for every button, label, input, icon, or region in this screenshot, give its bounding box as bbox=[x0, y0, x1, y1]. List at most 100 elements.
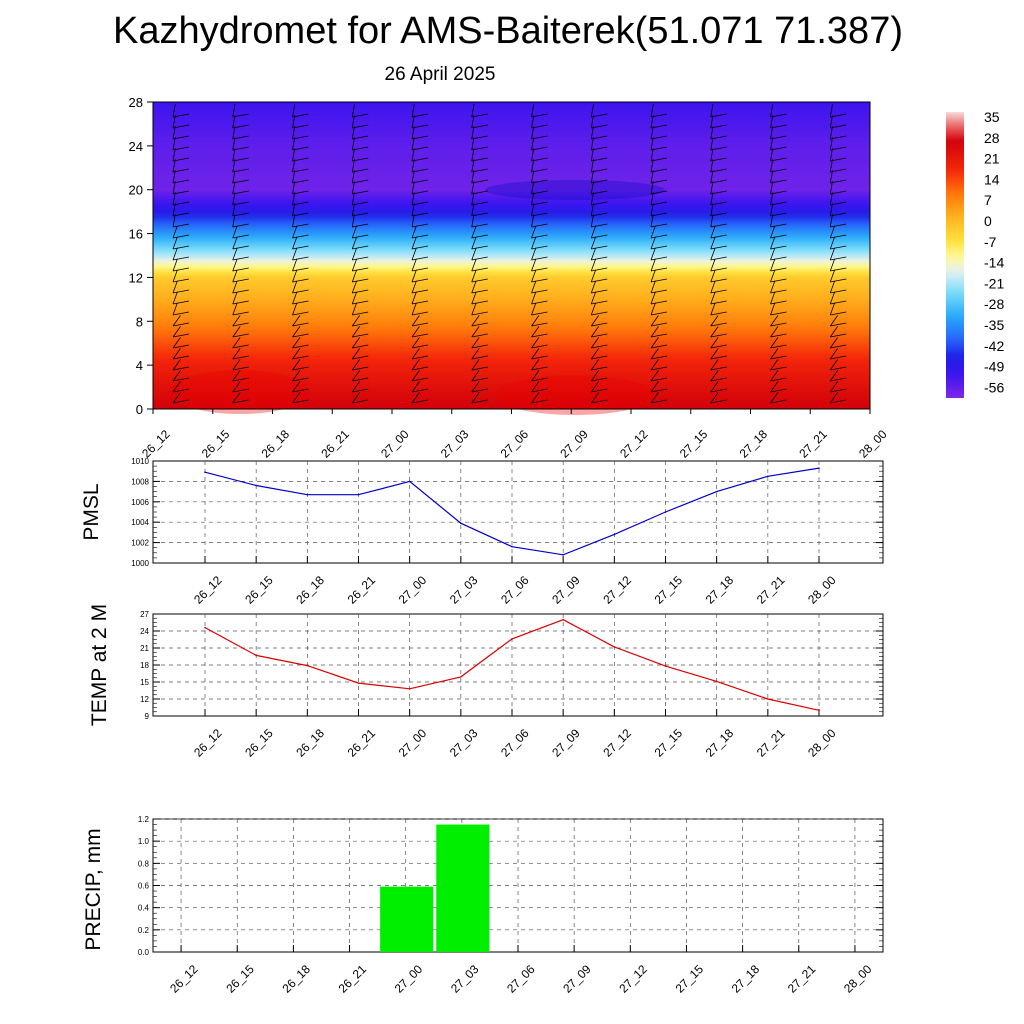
wind-barb bbox=[471, 359, 488, 371]
data-point bbox=[715, 680, 718, 683]
wind-barb bbox=[829, 381, 847, 393]
wind-barb bbox=[829, 170, 847, 184]
heatmap-xtick-label: 27_00 bbox=[378, 427, 412, 461]
wind-barb bbox=[172, 337, 190, 349]
wind-barb bbox=[471, 381, 488, 393]
heatmap-xtick-label: 27_09 bbox=[557, 427, 591, 461]
ytick-label: 1002 bbox=[131, 539, 149, 548]
wind-barb bbox=[351, 291, 369, 305]
xtick-label: 27_00 bbox=[396, 726, 430, 760]
data-point bbox=[306, 493, 309, 496]
wind-barb bbox=[411, 192, 429, 206]
data-point bbox=[767, 475, 769, 478]
data-point bbox=[357, 682, 360, 684]
xtick-label: 26_18 bbox=[293, 573, 327, 607]
wind-barb bbox=[829, 337, 847, 349]
wind-barb bbox=[172, 236, 190, 250]
data-point bbox=[818, 467, 820, 469]
wind-barb bbox=[351, 181, 369, 195]
wind-barb bbox=[829, 247, 847, 261]
heatmap-xtick-label: 27_21 bbox=[796, 427, 830, 461]
wind-barb bbox=[232, 137, 249, 151]
xtick-label: 27_06 bbox=[498, 726, 532, 760]
wind-barb bbox=[531, 214, 548, 228]
wind-barb bbox=[531, 326, 548, 338]
wind-barb bbox=[292, 258, 309, 272]
xtick-label: 27_06 bbox=[498, 573, 532, 607]
wind-barb bbox=[351, 192, 369, 206]
wind-barb bbox=[650, 115, 668, 129]
xtick-label: 27_18 bbox=[703, 726, 737, 760]
wind-barb bbox=[351, 214, 369, 228]
wind-barb bbox=[471, 203, 488, 217]
wind-barb bbox=[650, 392, 668, 404]
data-point bbox=[357, 493, 360, 496]
wind-barb bbox=[590, 258, 608, 272]
wind-barb bbox=[351, 280, 369, 294]
wind-barb bbox=[531, 225, 548, 239]
wind-barb bbox=[351, 315, 369, 327]
wind-barb bbox=[292, 148, 309, 162]
wind-barb bbox=[590, 126, 608, 140]
wind-barb bbox=[292, 269, 309, 283]
wind-barb bbox=[232, 214, 249, 228]
wind-barb bbox=[471, 236, 488, 250]
wind-barb bbox=[471, 302, 488, 316]
wind-barb bbox=[292, 104, 309, 118]
wind-barb bbox=[650, 337, 668, 349]
xtick-label: 26_21 bbox=[345, 726, 379, 760]
wind-barb bbox=[650, 203, 668, 217]
ytick-label: 1008 bbox=[131, 477, 149, 486]
wind-barb bbox=[710, 258, 727, 272]
wind-barb bbox=[292, 302, 309, 316]
wind-barb bbox=[292, 236, 309, 250]
precip-bar bbox=[436, 824, 490, 952]
data-point bbox=[664, 665, 667, 667]
wind-barb bbox=[829, 392, 847, 404]
wind-barb bbox=[351, 170, 369, 184]
wind-barb bbox=[770, 247, 787, 261]
wind-barb bbox=[531, 192, 548, 206]
panel-ylabel: TEMP at 2 M bbox=[88, 604, 111, 726]
wind-barb bbox=[650, 104, 668, 118]
wind-barb bbox=[411, 181, 429, 195]
wind-barb bbox=[590, 269, 608, 283]
wind-barb bbox=[590, 326, 608, 338]
xtick-label: 27_03 bbox=[447, 726, 481, 760]
data-point bbox=[511, 638, 513, 640]
wind-barb bbox=[471, 104, 488, 118]
wind-barb bbox=[292, 159, 309, 173]
wind-barb bbox=[710, 315, 727, 327]
wind-barb bbox=[710, 291, 727, 305]
wind-barb bbox=[650, 225, 668, 239]
wind-barb bbox=[590, 225, 608, 239]
wind-barb bbox=[770, 159, 787, 173]
xtick-label: 26_12 bbox=[167, 962, 201, 996]
wind-barb bbox=[471, 280, 488, 294]
xtick-label: 27_21 bbox=[785, 962, 819, 996]
wind-barb bbox=[172, 348, 190, 360]
wind-barb bbox=[770, 137, 787, 151]
ytick-label: 0.8 bbox=[138, 859, 150, 868]
colorbar-label: 35 bbox=[984, 109, 1000, 125]
wind-barb bbox=[232, 359, 249, 371]
wind-barb bbox=[471, 269, 488, 283]
wind-barb bbox=[351, 104, 369, 118]
wind-barb bbox=[770, 203, 787, 217]
wind-barb bbox=[351, 258, 369, 272]
xtick-label: 27_18 bbox=[703, 573, 737, 607]
wind-barb bbox=[411, 337, 429, 349]
wind-barb bbox=[650, 148, 668, 162]
heatmap-xtick-label: 27_15 bbox=[677, 427, 711, 461]
data-point bbox=[460, 522, 462, 525]
wind-barb bbox=[710, 337, 727, 349]
wind-barb bbox=[292, 170, 309, 184]
wind-barb bbox=[531, 280, 548, 294]
data-point bbox=[204, 471, 206, 474]
wind-barb bbox=[351, 348, 369, 360]
wind-barb bbox=[531, 115, 548, 129]
wind-barb bbox=[471, 337, 488, 349]
wind-barb bbox=[411, 392, 429, 404]
wind-barb bbox=[650, 214, 668, 228]
wind-barb bbox=[351, 236, 369, 250]
